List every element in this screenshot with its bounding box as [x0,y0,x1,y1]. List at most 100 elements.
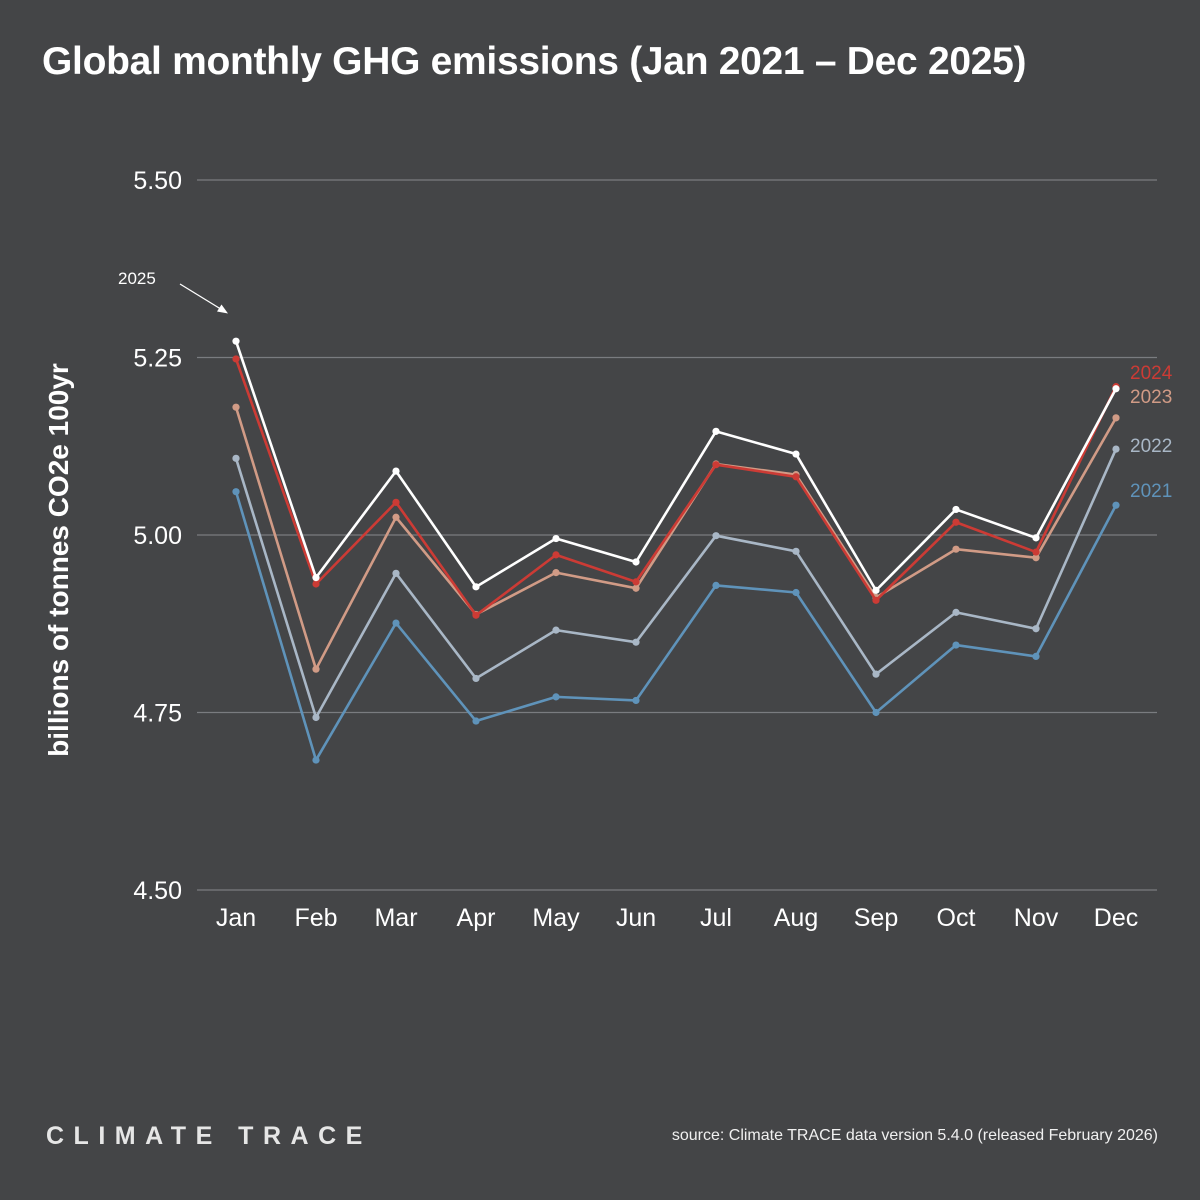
data-point [232,355,240,363]
data-point [472,611,480,619]
x-tick-label: Feb [294,904,337,932]
x-tick-label: Jan [216,904,256,932]
climate-trace-logo: CLIMATE TRACE [46,1122,372,1150]
data-point [712,532,720,540]
x-tick-label: Oct [937,904,976,932]
data-point [1032,554,1040,562]
data-point [712,581,720,590]
data-point [632,578,640,586]
data-point [1032,534,1040,542]
y-axis-title: billions of tonnes CO2e 100yr [43,363,74,757]
x-tick-labels: Jan Feb Mar Apr May Jun Jul Aug Sep Oct Nov Dec [216,904,1138,932]
series-line-2022 [234,448,1118,719]
data-point [792,547,800,555]
grid-lines [197,179,1157,891]
data-point [632,584,640,592]
data-point [232,403,240,411]
data-point [792,588,800,597]
data-point [952,505,960,514]
data-point [392,619,400,627]
data-point [632,558,640,566]
data-point [552,551,560,559]
data-point [1112,501,1120,509]
data-point [792,450,800,458]
data-point [312,756,320,764]
series-line-2021 [234,491,1118,762]
data-point [952,545,960,553]
data-point [632,638,640,646]
data-point [472,717,480,725]
y-tick-labels: 4.50 4.75 5.00 5.25 5.50 [133,167,182,905]
data-point [1112,385,1120,393]
x-tick-label: Dec [1094,904,1138,932]
data-point [1032,652,1040,661]
data-point [392,498,400,506]
y-tick-label: 5.50 [133,167,182,195]
data-point [872,586,880,594]
series-2022 [232,445,1120,722]
series-line-2024 [234,358,1118,617]
series-label-2021: 2021 [1130,481,1172,502]
data-point [952,608,960,616]
data-point [312,574,320,582]
data-point [312,580,320,588]
data-point [952,641,960,649]
data-point [712,461,720,469]
x-tick-label: Nov [1014,904,1059,932]
x-tick-label: May [532,904,580,932]
source-note: source: Climate TRACE data version 5.4.0… [671,1127,1158,1144]
series-label-2022: 2022 [1130,436,1172,457]
data-point [472,674,480,683]
data-point [712,427,720,435]
y-tick-label: 5.25 [133,345,182,373]
series-2021 [232,488,1120,764]
data-point [552,569,560,577]
data-point [392,513,400,521]
data-point [1032,548,1040,556]
series-line-2025 [234,340,1118,592]
data-point [552,693,560,701]
data-point [232,454,240,462]
data-point [872,708,880,717]
x-tick-label: Sep [854,904,898,932]
data-point [232,337,240,345]
series-2025 [232,337,1120,594]
data-point [472,583,480,591]
y-tick-label: 4.75 [133,700,182,728]
y-tick-label: 4.50 [133,877,182,905]
data-point [552,626,560,634]
x-tick-label: Mar [374,904,417,932]
series-label-2023: 2023 [1130,387,1172,408]
data-point [1032,625,1040,633]
data-point [232,488,240,496]
x-tick-label: Jul [700,904,732,932]
annotation-2025: 2025 [118,269,228,314]
data-point [312,713,320,722]
data-point [872,596,880,604]
series-group [232,337,1120,764]
series-labels: 2021 2022 2023 2024 [1130,363,1173,502]
series-2023 [232,403,1120,673]
series-line-2023 [234,406,1118,671]
x-tick-label: Apr [457,904,496,932]
x-tick-label: Jun [616,904,656,932]
series-2024 [232,355,1120,619]
data-point [312,665,320,673]
data-point [392,569,400,577]
data-point [1112,414,1120,422]
data-point [392,467,400,475]
annotation-label: 2025 [118,269,156,288]
page-title: Global monthly GHG emissions (Jan 2021 –… [42,40,1027,83]
annotation-arrow-head [217,304,228,314]
data-point [952,518,960,526]
x-tick-label: Aug [774,904,818,932]
data-point [872,670,880,678]
data-point [552,534,560,543]
series-label-2024: 2024 [1130,363,1173,384]
data-point [632,696,640,705]
annotation-arrow-line [179,283,225,312]
y-tick-label: 5.00 [133,522,182,550]
data-point [792,473,800,481]
data-point [1112,445,1120,453]
